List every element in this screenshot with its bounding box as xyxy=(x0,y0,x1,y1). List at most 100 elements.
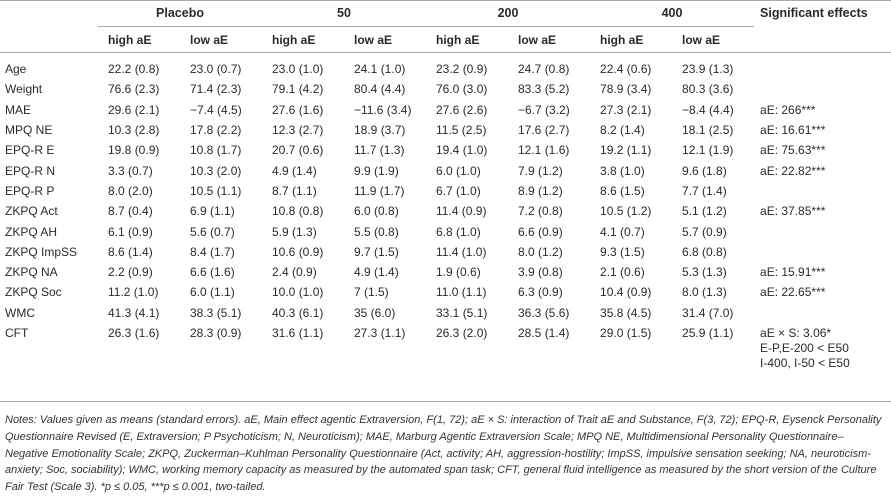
table-row: EPQ-R N 3.3 (0.7) 10.3 (2.0) 4.9 (1.4) 9.9 (… xyxy=(0,160,891,180)
value-cell: 22.4 (0.6) xyxy=(600,62,652,77)
value-cell: 3.9 (0.8) xyxy=(518,265,563,280)
subheader: low aE xyxy=(180,26,262,53)
value-cell: 10.3 (2.0) xyxy=(190,163,242,178)
table-body: Age 22.2 (0.8) 23.0 (0.7) 23.0 (1.0) 24.1 (1… xyxy=(0,53,891,371)
value-cell: 9.9 (1.9) xyxy=(354,163,399,178)
value-cell: 31.4 (7.0) xyxy=(682,305,734,320)
value-cell: 23.0 (0.7) xyxy=(190,62,242,77)
value-cell: 19.8 (0.9) xyxy=(108,143,160,158)
significant-effect-cell: aE: 22.65*** xyxy=(760,285,826,300)
significant-effect-cell xyxy=(754,59,891,79)
value-cell: 8.7 (0.4) xyxy=(108,204,153,219)
table-row: ZKPQ ImpSS 8.6 (1.4) 8.4 (1.7) 10.6 (0.9) 9.… xyxy=(0,242,891,262)
significant-effect-cell: aE: 22.82*** xyxy=(760,163,826,178)
value-cell: 10.6 (0.9) xyxy=(272,244,324,259)
value-cell: 23.9 (1.3) xyxy=(682,62,734,77)
value-cell: 4.9 (1.4) xyxy=(272,163,317,178)
subheader: high aE xyxy=(262,26,344,53)
value-cell: 31.6 (1.1) xyxy=(272,325,324,340)
value-cell: 10.4 (0.9) xyxy=(600,285,652,300)
row-label: Weight xyxy=(5,82,43,97)
row-label: ZKPQ ImpSS xyxy=(5,244,78,259)
value-cell: 8.2 (1.4) xyxy=(600,123,645,138)
value-cell: 27.6 (1.6) xyxy=(272,102,324,117)
value-cell: 27.3 (1.1) xyxy=(354,325,406,340)
value-cell: 10.3 (2.8) xyxy=(108,123,160,138)
group-header-row: Placebo 50 200 400 Significant effects xyxy=(0,0,891,27)
table-row: EPQ-R E 19.8 (0.9) 10.8 (1.7) 20.7 (0.6) 11.… xyxy=(0,140,891,160)
value-cell: 18.1 (2.5) xyxy=(682,123,734,138)
table-row: MAE 29.6 (2.1) −7.4 (4.5) 27.6 (1.6) −11.6 (… xyxy=(0,100,891,120)
value-cell: 7.2 (0.8) xyxy=(518,204,563,219)
value-cell: 33.1 (5.1) xyxy=(436,305,488,320)
significant-effect-cell: aE: 16.61*** xyxy=(760,123,826,138)
value-cell: 11.5 (2.5) xyxy=(436,123,487,138)
significant-effect-line: I-400, I-50 < E50 xyxy=(760,355,850,370)
value-cell: 8.9 (1.2) xyxy=(518,183,563,198)
value-cell: 20.7 (0.6) xyxy=(272,143,324,158)
value-cell: 10.8 (0.8) xyxy=(272,204,324,219)
value-cell: 76.0 (3.0) xyxy=(436,82,488,97)
value-cell: 27.6 (2.6) xyxy=(436,102,488,117)
significant-effect-cell xyxy=(754,242,891,262)
table-row: ZKPQ Act 8.7 (0.4) 6.9 (1.1) 10.8 (0.8) 6.0 … xyxy=(0,201,891,221)
value-cell: 10.8 (1.7) xyxy=(190,143,242,158)
value-cell: 6.6 (1.6) xyxy=(190,265,235,280)
value-cell: 40.3 (6.1) xyxy=(272,305,324,320)
subheader-blank xyxy=(0,26,98,53)
subheader: high aE xyxy=(426,26,508,53)
value-cell: 6.8 (1.0) xyxy=(436,224,481,239)
value-cell: 12.3 (2.7) xyxy=(272,123,324,138)
value-cell: 26.3 (1.6) xyxy=(108,325,160,340)
value-cell: 5.6 (0.7) xyxy=(190,224,235,239)
row-label: MPQ NE xyxy=(5,123,53,138)
value-cell: 19.4 (1.0) xyxy=(436,143,488,158)
value-cell: 36.3 (5.6) xyxy=(518,305,570,320)
value-cell: 4.1 (0.7) xyxy=(600,224,645,239)
value-cell: 11.7 (1.3) xyxy=(354,143,405,158)
value-cell: 6.1 (0.9) xyxy=(108,224,153,239)
value-cell: 17.8 (2.2) xyxy=(190,123,242,138)
value-cell: 10.5 (1.2) xyxy=(600,204,652,219)
row-label: Age xyxy=(5,62,27,77)
subheader: low aE xyxy=(344,26,426,53)
value-cell: 28.3 (0.9) xyxy=(190,325,242,340)
significant-effect-cell xyxy=(754,303,891,323)
value-cell: 7 (1.5) xyxy=(354,285,389,300)
row-label: EPQ-R E xyxy=(5,143,55,158)
value-cell: 6.8 (0.8) xyxy=(682,244,727,259)
value-cell: 80.3 (3.6) xyxy=(682,82,734,97)
value-cell: 24.7 (0.8) xyxy=(518,62,570,77)
subheader: low aE xyxy=(508,26,591,53)
value-cell: 5.3 (1.3) xyxy=(682,265,727,280)
subheader: low aE xyxy=(672,26,755,53)
value-cell: 6.3 (0.9) xyxy=(518,285,563,300)
value-cell: 11.4 (1.0) xyxy=(436,244,487,259)
value-cell: 8.0 (1.2) xyxy=(518,244,563,259)
row-label: MAE xyxy=(5,102,32,117)
value-cell: 5.5 (0.8) xyxy=(354,224,399,239)
value-cell: −11.6 (3.4) xyxy=(354,102,412,117)
value-cell: 78.9 (3.4) xyxy=(600,82,652,97)
significant-effect-cell: aE × S: 3.06* E-P,E-200 < E50 I-400, I-50 … xyxy=(754,323,891,371)
value-cell: 80.4 (4.4) xyxy=(354,82,406,97)
bottom-rule xyxy=(0,401,891,402)
group-header-50: 50 xyxy=(262,0,426,27)
value-cell: 9.7 (1.5) xyxy=(354,244,399,259)
table-row: Age 22.2 (0.8) 23.0 (0.7) 23.0 (1.0) 24.1 (1… xyxy=(0,59,891,79)
table-row: ZKPQ Soc 11.2 (1.0) 6.0 (1.1) 10.0 (1.0) 7 (… xyxy=(0,282,891,302)
value-cell: 7.7 (1.4) xyxy=(682,183,727,198)
corner-cell xyxy=(0,0,98,27)
value-cell: 10.0 (1.0) xyxy=(272,285,324,300)
significant-effect-cell xyxy=(754,181,891,201)
value-cell: 22.2 (0.8) xyxy=(108,62,160,77)
value-cell: 29.0 (1.5) xyxy=(600,325,652,340)
value-cell: 23.2 (0.9) xyxy=(436,62,488,77)
row-label: WMC xyxy=(5,305,35,320)
value-cell: 79.1 (4.2) xyxy=(272,82,324,97)
value-cell: 6.6 (0.9) xyxy=(518,224,563,239)
significant-effects-header: Significant effects xyxy=(760,6,868,21)
value-cell: 9.6 (1.8) xyxy=(682,163,727,178)
subheader-blank xyxy=(754,26,891,53)
results-table: Placebo 50 200 400 Significant effects h… xyxy=(0,0,891,371)
